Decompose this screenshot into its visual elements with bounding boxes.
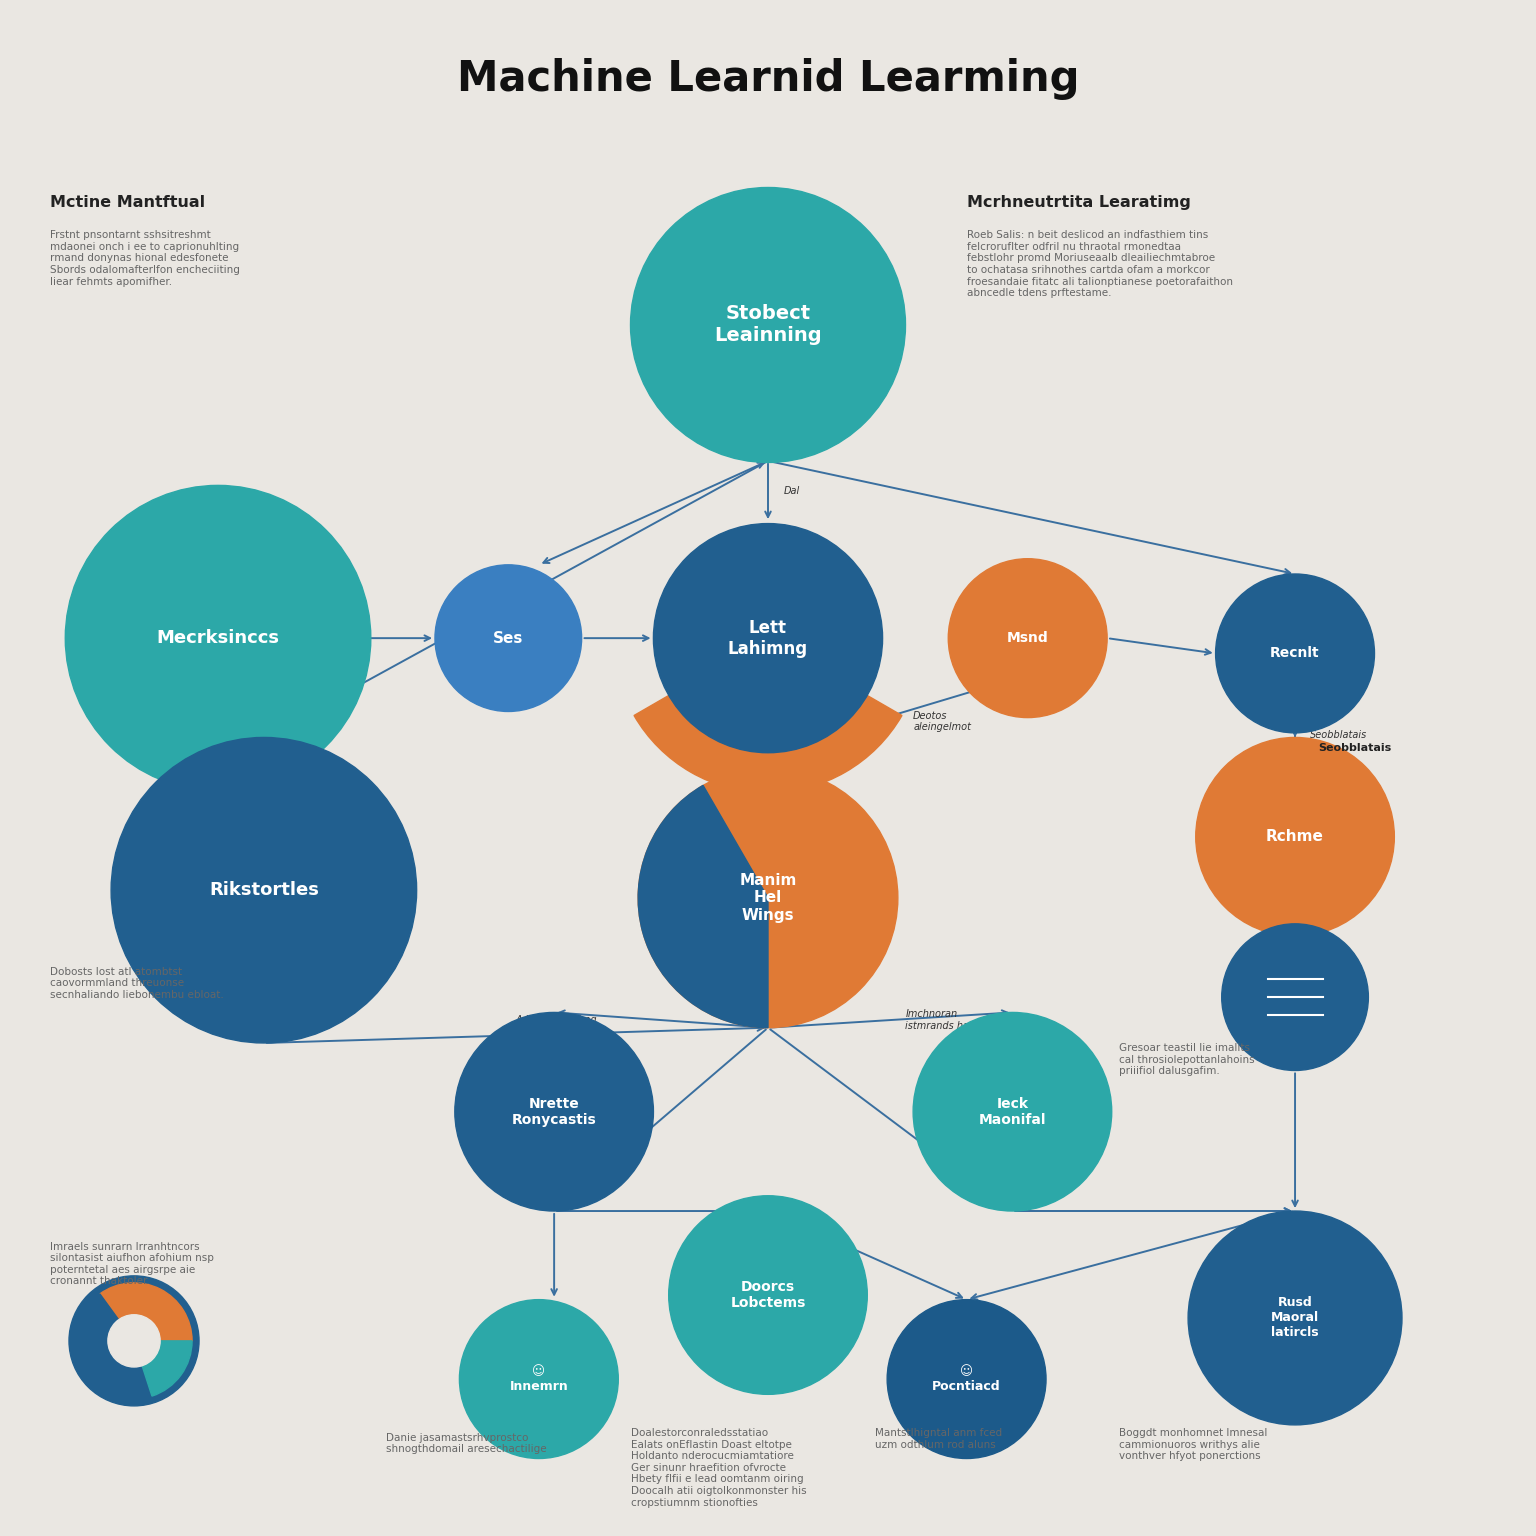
Text: Boggdt monhomnet Imnesal
cammionuoros writhys alie
vonthver hfyot ponerctions: Boggdt monhomnet Imnesal cammionuoros wr… — [1120, 1428, 1267, 1461]
Text: Seobblatais: Seobblatais — [1310, 730, 1367, 740]
Wedge shape — [100, 1283, 192, 1341]
Text: Machine Learnid Learming: Machine Learnid Learming — [456, 58, 1080, 100]
Circle shape — [668, 1195, 868, 1395]
Circle shape — [455, 1012, 653, 1210]
Circle shape — [111, 737, 416, 1043]
Wedge shape — [637, 785, 768, 1028]
Text: Manim
Hel
Wings: Manim Hel Wings — [739, 872, 797, 923]
Wedge shape — [134, 1341, 192, 1396]
Wedge shape — [634, 637, 902, 793]
Circle shape — [65, 485, 370, 791]
Circle shape — [653, 524, 883, 753]
Circle shape — [912, 1012, 1112, 1210]
Circle shape — [108, 1315, 160, 1367]
Text: Doorcs
Lobctems: Doorcs Lobctems — [730, 1279, 806, 1310]
Text: Dal: Dal — [783, 487, 800, 496]
Circle shape — [1189, 1210, 1402, 1425]
Text: Msnd: Msnd — [1006, 631, 1049, 645]
Text: Rikstortles: Rikstortles — [209, 882, 319, 899]
Text: Danie jasamastsrhvprostco
shnogthdomail aresechactilige: Danie jasamastsrhvprostco shnogthdomail … — [386, 1433, 547, 1455]
Text: ☺
Pocntiacd: ☺ Pocntiacd — [932, 1366, 1001, 1393]
Text: Nrette
Ronycastis: Nrette Ronycastis — [511, 1097, 596, 1127]
Circle shape — [888, 1299, 1046, 1459]
Text: Mctine Mantftual: Mctine Mantftual — [51, 195, 206, 210]
Circle shape — [637, 768, 899, 1028]
Text: Frstnt pnsontarnt sshsitreshmt
mdaonei onch i ee to caprionuhlting
rmand donynas: Frstnt pnsontarnt sshsitreshmt mdaonei o… — [51, 230, 240, 287]
Wedge shape — [75, 1293, 152, 1399]
Circle shape — [435, 565, 582, 711]
Circle shape — [69, 1276, 200, 1405]
Text: Rchme: Rchme — [1266, 829, 1324, 845]
Circle shape — [630, 187, 906, 462]
Text: ☺
Innemrn: ☺ Innemrn — [510, 1366, 568, 1393]
Text: Dobosts lost atl atombtst
caovormmland threuonse
secnhaliando liebonembu ebloat.: Dobosts lost atl atombtst caovormmland t… — [51, 966, 224, 1000]
Text: Roeb Salis: n beit deslicod an indfasthiem tins
felcroruflter odfril nu thraotal: Roeb Salis: n beit deslicod an indfasthi… — [966, 230, 1232, 298]
Text: Rusd
Maoral
latircls: Rusd Maoral latircls — [1270, 1296, 1319, 1339]
Circle shape — [1195, 737, 1395, 935]
Text: Doalestorconraledsstatiao
Ealats onEflastin Doast eltotpe
Holdanto nderocucmiamt: Doalestorconraledsstatiao Ealats onEflas… — [630, 1428, 806, 1507]
Text: Gresoar teastil lie imalits
cal throsiolepottanlahoins
priiifiol dalusgafim.: Gresoar teastil lie imalits cal throsiol… — [1120, 1043, 1255, 1077]
Text: Stobect
Leainning: Stobect Leainning — [714, 304, 822, 346]
Text: Adststagnterimg: Adststagnterimg — [516, 1015, 598, 1025]
Text: Recnlt: Recnlt — [1270, 647, 1319, 660]
Circle shape — [459, 1299, 619, 1459]
Text: Mecrksinccs: Mecrksinccs — [157, 630, 280, 647]
Circle shape — [1215, 574, 1375, 733]
Text: Mcrhneutrtita Learatimg: Mcrhneutrtita Learatimg — [966, 195, 1190, 210]
Text: Imchnoran
istmrands hamostengrht: Imchnoran istmrands hamostengrht — [906, 1009, 1026, 1031]
Text: Imraels sunrarn Irranhtncors
silontasist aiufhon afohium nsp
poterntetal aes air: Imraels sunrarn Irranhtncors silontasist… — [51, 1241, 214, 1286]
Text: Deotos
aleingelmot: Deotos aleingelmot — [912, 711, 971, 733]
Text: Ieck
Maonifal: Ieck Maonifal — [978, 1097, 1046, 1127]
Text: Seobblatais: Seobblatais — [1318, 743, 1392, 753]
Text: Ses: Ses — [493, 631, 524, 645]
Text: Mantstlhigntal anm fced
uzm odthlum rod aluns: Mantstlhigntal anm fced uzm odthlum rod … — [876, 1428, 1001, 1450]
Circle shape — [1221, 923, 1369, 1071]
Circle shape — [948, 559, 1107, 717]
Text: Lett
Lahimng: Lett Lahimng — [728, 619, 808, 657]
